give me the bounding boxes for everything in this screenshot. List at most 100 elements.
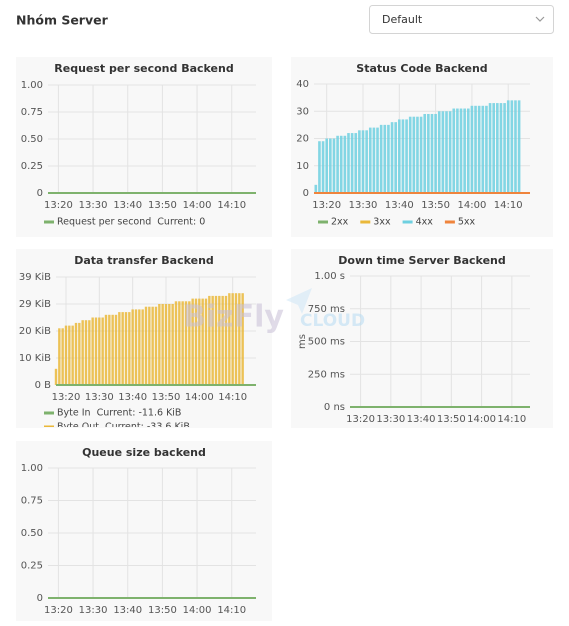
bar [365,130,368,193]
bar [218,295,221,385]
bar [101,317,104,385]
bar [427,113,430,193]
bar [138,309,141,385]
panel-title: Down time Server Backend [338,254,506,267]
bar [474,105,477,193]
y-tick-label: 10 [296,161,309,172]
bar [204,298,208,385]
dropdown[interactable] [369,5,554,34]
bar [445,111,448,193]
panel-title: Queue size backend [82,446,206,459]
x-tick-label: 13:30 [79,605,108,616]
bar [332,138,336,193]
bar [134,309,138,385]
bar [68,325,71,385]
y-tick-label: 750 ms [308,304,345,315]
bar [94,317,98,385]
bar [321,141,325,193]
bar [437,111,441,193]
bar [394,122,397,193]
x-tick-label: 13:40 [118,392,147,403]
legend-label: 5xx [458,217,476,228]
bar [174,301,178,385]
x-tick-label: 14:10 [497,414,526,425]
y-tick-label: 0.75 [21,107,43,118]
bar [339,135,343,193]
y-tick-label: 30 [296,106,309,117]
bar [448,111,452,193]
legend-label: Request per second [57,217,151,228]
bar [510,100,514,193]
bar [208,295,211,385]
bar [91,317,94,385]
y-tick-label: 0 ns [324,402,345,413]
y-tick-label: 0.50 [21,134,43,145]
legend: Byte In Current: -11.6 KiB Byte Out Current… [44,408,190,433]
bar [361,130,365,193]
bar [241,293,244,385]
legend-current: Current: -33.6 KiB [105,422,190,433]
bar [171,304,174,385]
bar [456,108,459,193]
bar [178,301,181,385]
legend-current: Current: 0 [157,217,205,228]
bar [214,295,218,385]
watermark-brand: BizFly [183,300,284,335]
x-tick-label: 13:50 [421,200,450,211]
bar [416,116,419,193]
bar [211,295,214,385]
bar [419,116,423,193]
bar [78,322,81,385]
x-tick-label: 14:10 [218,392,247,403]
bar [466,108,470,193]
bar [401,119,405,193]
legend-swatch [44,411,54,415]
x-tick-label: 13:40 [113,605,142,616]
bar [517,100,521,193]
bar [441,111,445,193]
bar [141,309,144,385]
x-tick-label: 13:20 [44,200,73,211]
bar [88,320,91,385]
bar [144,306,148,385]
bar [481,105,485,193]
legend-label: 3xx [373,217,391,228]
dropdown-chevron[interactable] [535,16,545,22]
x-tick-label: 13:40 [113,200,142,211]
bar [158,304,161,385]
y-tick-label: 0.50 [21,528,43,539]
bar [329,138,332,193]
legend-label: 4xx [416,217,434,228]
bar [154,306,158,385]
legend-swatch [402,220,413,224]
bar [452,108,456,193]
bar [84,320,88,385]
bar [379,124,383,193]
x-tick-label: 13:50 [152,392,181,403]
y-tick-label: 10 KiB [19,353,51,364]
bar [188,301,191,385]
bar [470,105,474,193]
dropdown-value[interactable]: Default [382,13,423,26]
bar [64,325,68,385]
bar [184,301,188,385]
bar [506,100,510,193]
bar [492,103,496,193]
bar [390,122,394,193]
y-tick-label: 1.00 [21,463,43,474]
bar [343,135,347,193]
x-tick-label: 13:20 [312,200,341,211]
x-tick-label: 13:30 [79,200,108,211]
x-tick-label: 13:30 [376,414,405,425]
y-tick-label: 39 KiB [19,272,51,283]
bar [74,322,78,385]
bar [231,293,234,385]
bar [228,293,231,385]
legend-label: Byte In [57,408,91,419]
y-tick-label: 0 B [35,380,52,391]
bar [148,306,151,385]
legend-swatch [444,220,455,224]
legend-swatch [44,220,54,224]
y-tick-label: 500 ms [308,337,345,348]
